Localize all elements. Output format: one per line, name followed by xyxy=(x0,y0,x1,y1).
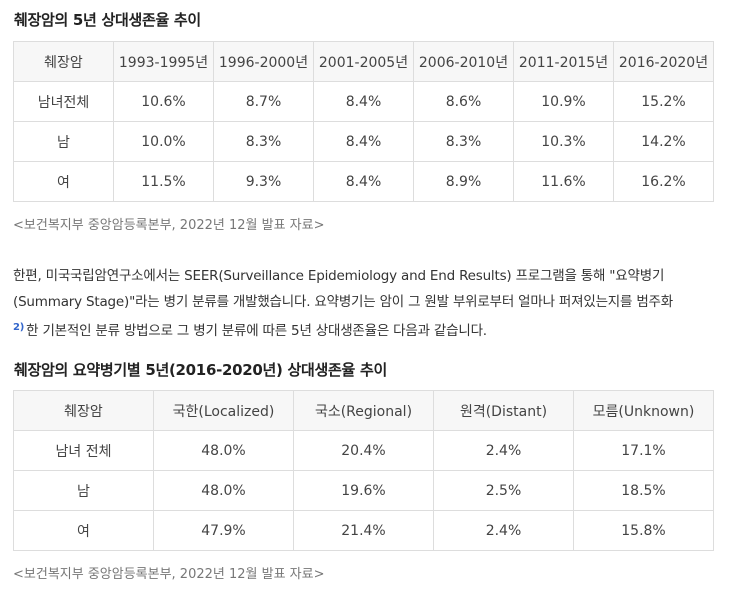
table-cell: 14.2% xyxy=(613,121,714,162)
table-cell: 21.4% xyxy=(293,510,434,551)
header-cell: 2006-2010년 xyxy=(413,41,514,82)
table-row: 여 11.5% 9.3% 8.4% 8.9% 11.6% 16.2% xyxy=(13,161,714,202)
table-row: 남 48.0% 19.6% 2.5% 18.5% xyxy=(13,470,714,511)
table-cell: 15.2% xyxy=(613,81,714,122)
header-cell: 췌장암 xyxy=(13,41,114,82)
table-header-row: 췌장암 국한(Localized) 국소(Regional) 원격(Distan… xyxy=(13,390,714,431)
table-cell: 11.6% xyxy=(513,161,614,202)
header-cell: 국소(Regional) xyxy=(293,390,434,431)
table-row: 여 47.9% 21.4% 2.4% 15.8% xyxy=(13,510,714,551)
table-row: 남녀전체 10.6% 8.7% 8.4% 8.6% 10.9% 15.2% xyxy=(13,81,714,122)
table-row: 남녀 전체 48.0% 20.4% 2.4% 17.1% xyxy=(13,430,714,471)
row-label: 남녀전체 xyxy=(13,81,114,122)
row-label: 남 xyxy=(13,470,154,511)
header-cell: 췌장암 xyxy=(13,390,154,431)
table-cell: 8.6% xyxy=(413,81,514,122)
summary-stage-table: 췌장암 국한(Localized) 국소(Regional) 원격(Distan… xyxy=(13,390,714,551)
table-cell: 10.3% xyxy=(513,121,614,162)
table-cell: 8.4% xyxy=(313,161,414,202)
table-cell: 2.4% xyxy=(433,510,574,551)
table-cell: 8.3% xyxy=(213,121,314,162)
header-cell: 국한(Localized) xyxy=(153,390,294,431)
header-cell: 모름(Unknown) xyxy=(573,390,714,431)
header-cell: 2011-2015년 xyxy=(513,41,614,82)
table-cell: 47.9% xyxy=(153,510,294,551)
header-cell: 1996-2000년 xyxy=(213,41,314,82)
table-cell: 8.4% xyxy=(313,81,414,122)
table2-source: <보건복지부 중앙암등록본부, 2022년 12월 발표 자료> xyxy=(13,567,325,582)
table-cell: 16.2% xyxy=(613,161,714,202)
row-label: 남 xyxy=(13,121,114,162)
header-cell: 1993-1995년 xyxy=(113,41,214,82)
table-header-row: 췌장암 1993-1995년 1996-2000년 2001-2005년 200… xyxy=(13,41,714,82)
header-cell: 2001-2005년 xyxy=(313,41,414,82)
table-cell: 10.6% xyxy=(113,81,214,122)
header-cell: 원격(Distant) xyxy=(433,390,574,431)
table-cell: 19.6% xyxy=(293,470,434,511)
table-cell: 8.4% xyxy=(313,121,414,162)
footnote-link[interactable]: 2) xyxy=(13,322,25,333)
paragraph-line: 한편, 미국국립암연구소에서는 SEER(Surveillance Epidem… xyxy=(13,268,665,284)
table-cell: 48.0% xyxy=(153,430,294,471)
table-cell: 11.5% xyxy=(113,161,214,202)
table2-title: 췌장암의 요약병기별 5년(2016-2020년) 상대생존율 추이 xyxy=(14,361,387,379)
row-label: 여 xyxy=(13,510,154,551)
table-cell: 8.3% xyxy=(413,121,514,162)
table-cell: 15.8% xyxy=(573,510,714,551)
table-cell: 2.4% xyxy=(433,430,574,471)
table1-title: 췌장암의 5년 상대생존율 추이 xyxy=(14,11,201,29)
row-label: 여 xyxy=(13,161,114,202)
table-cell: 9.3% xyxy=(213,161,314,202)
table-row: 남 10.0% 8.3% 8.4% 8.3% 10.3% 14.2% xyxy=(13,121,714,162)
table-cell: 18.5% xyxy=(573,470,714,511)
table-cell: 8.9% xyxy=(413,161,514,202)
survival-trend-table: 췌장암 1993-1995년 1996-2000년 2001-2005년 200… xyxy=(13,41,714,202)
table-cell: 48.0% xyxy=(153,470,294,511)
table-cell: 8.7% xyxy=(213,81,314,122)
table-cell: 20.4% xyxy=(293,430,434,471)
header-cell: 2016-2020년 xyxy=(613,41,714,82)
row-label: 남녀 전체 xyxy=(13,430,154,471)
table-cell: 10.9% xyxy=(513,81,614,122)
paragraph-text: 한 기본적인 분류 방법으로 그 병기 분류에 따른 5년 상대생존율은 다음과… xyxy=(26,323,487,339)
paragraph-line-3: 2) 한 기본적인 분류 방법으로 그 병기 분류에 따른 5년 상대생존율은 다… xyxy=(13,315,725,344)
table-cell: 10.0% xyxy=(113,121,214,162)
table-cell: 17.1% xyxy=(573,430,714,471)
explanation-paragraph: 한편, 미국국립암연구소에서는 SEER(Surveillance Epidem… xyxy=(13,263,725,344)
table1-source: <보건복지부 중앙암등록본부, 2022년 12월 발표 자료> xyxy=(13,218,325,233)
table-cell: 2.5% xyxy=(433,470,574,511)
paragraph-line: (Summary Stage)"라는 병기 분류를 개발했습니다. 요약병기는 … xyxy=(13,294,673,310)
